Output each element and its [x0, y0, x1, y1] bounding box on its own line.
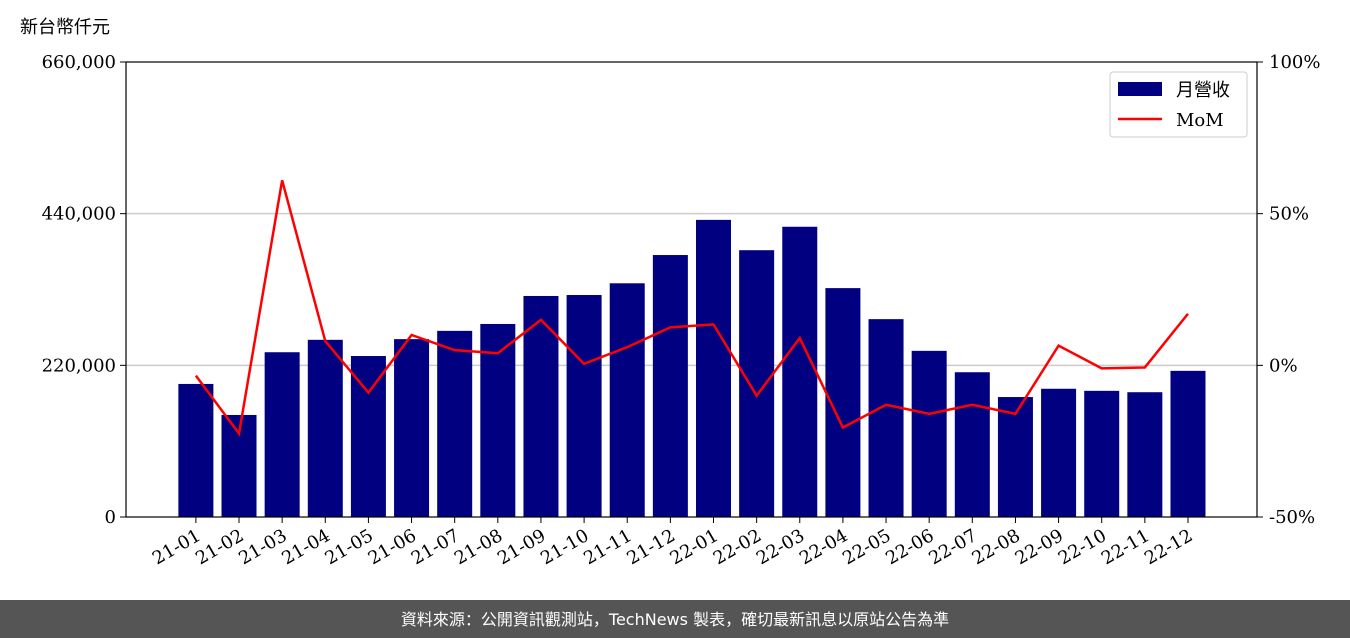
bar: [609, 283, 645, 517]
x-tick-label: 22-04: [796, 525, 851, 569]
x-tick-label: 21-11: [580, 525, 635, 569]
bar: [911, 350, 947, 517]
x-tick-label: 22-12: [1141, 525, 1196, 569]
x-tick-label: 22-10: [1055, 525, 1110, 569]
x-tick-label: 22-02: [710, 525, 765, 569]
bar: [264, 352, 300, 517]
x-tick-label: 22-05: [839, 525, 894, 569]
bar: [868, 319, 904, 517]
bar: [1170, 370, 1206, 517]
x-tick-label: 21-04: [278, 525, 333, 569]
y2-tick-label: 100%: [1269, 52, 1320, 73]
x-tick-label: 21-03: [235, 525, 290, 569]
x-tick-label: 22-01: [667, 525, 722, 569]
x-tick-label: 21-08: [451, 525, 506, 569]
y-tick-label: 0: [105, 507, 116, 528]
bar: [1041, 388, 1077, 517]
x-tick-label: 21-07: [408, 525, 463, 569]
footer-bar: [0, 600, 1350, 638]
bar: [782, 226, 818, 518]
y-tick-label: 660,000: [42, 52, 116, 73]
bar: [695, 219, 731, 517]
x-tick-label: 21-05: [321, 525, 376, 569]
x-tick-label: 21-09: [494, 525, 549, 569]
bar: [480, 323, 516, 517]
bar: [394, 339, 430, 517]
bar: [1084, 390, 1120, 517]
bar: [566, 295, 602, 517]
x-tick-label: 22-06: [882, 525, 937, 569]
x-tick-label: 22-09: [1012, 525, 1067, 569]
legend-label: MoM: [1176, 110, 1224, 131]
x-tick-label: 22-03: [753, 525, 808, 569]
x-tick-label: 21-06: [365, 525, 420, 569]
bar: [1127, 392, 1163, 517]
x-tick-label: 22-07: [925, 525, 980, 569]
y2-tick-label: 50%: [1269, 204, 1309, 225]
y2-tick-label: -50%: [1269, 507, 1315, 528]
legend-label: 月營收: [1176, 80, 1230, 101]
y-tick-label: 440,000: [42, 204, 116, 225]
bar: [997, 397, 1033, 517]
footer: 資料來源：公開資訊觀測站，TechNews 製表，確切最新訊息以原站公告為準: [401, 610, 949, 629]
plot-frame: [125, 61, 1258, 518]
bar: [437, 330, 473, 517]
x-tick-label: 22-08: [969, 525, 1024, 569]
x-tick-label: 21-12: [623, 525, 678, 569]
legend-swatch: [1118, 82, 1162, 96]
bar: [954, 372, 990, 517]
bar: [652, 255, 688, 517]
y-axis-label: 新台幣仟元: [20, 17, 110, 38]
x-tick-label: 21-01: [149, 525, 204, 569]
y-tick-label: 220,000: [42, 355, 116, 376]
x-tick-label: 22-11: [1098, 525, 1153, 569]
mom-line: [194, 179, 1189, 437]
x-tick-label: 21-02: [192, 525, 247, 569]
bar: [350, 356, 386, 517]
bar: [178, 383, 214, 517]
x-tick-label: 21-10: [537, 525, 592, 569]
y2-tick-label: 0%: [1269, 355, 1298, 376]
bar: [307, 339, 343, 517]
bar: [739, 250, 775, 518]
